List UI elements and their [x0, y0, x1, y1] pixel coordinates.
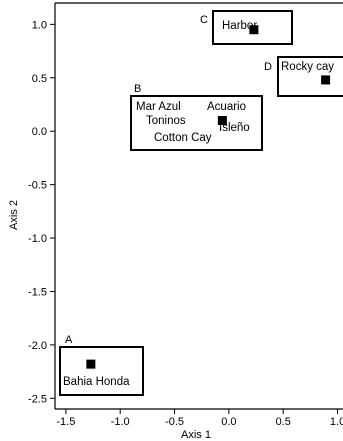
- x-tick-label: -1.0: [111, 416, 130, 428]
- axes: -2.5 -2.0 -1.5 -1.0 -0.5 0.0 0.5 1.0 -1.5 -1.0 -0.…: [28, 2, 343, 428]
- x-axis-title: Axis 1: [181, 429, 211, 441]
- x-tick-label: 0.0: [221, 416, 236, 428]
- data-point-d: [321, 75, 331, 85]
- y-tick-label: -1.5: [28, 286, 47, 298]
- x-tick-label: -0.5: [165, 416, 184, 428]
- data-point-a: [86, 359, 96, 369]
- site-label-bahia-honda: Bahia Honda: [63, 376, 130, 388]
- x-tick-label: -1.5: [56, 416, 75, 428]
- y-tick-label: -2.0: [28, 340, 47, 352]
- y-tick-label: 0.0: [32, 126, 47, 138]
- data-point-c: [249, 25, 259, 35]
- group-box-d: D Rocky cay: [264, 56, 343, 97]
- site-label-harbor: Harbor: [222, 20, 257, 32]
- site-label-mar-azul: Mar Azul: [136, 101, 181, 113]
- group-label-a: A: [65, 334, 73, 346]
- group-box-b: B Mar Azul Acuario Toninos Isleño Cotton…: [130, 83, 263, 151]
- site-label-toninos: Toninos: [146, 115, 186, 127]
- group-box-a: A Bahia Honda: [59, 334, 144, 396]
- plot-marks: [86, 25, 331, 369]
- site-label-cotton-cay: Cotton Cay: [154, 132, 212, 144]
- group-label-c: C: [200, 14, 208, 26]
- y-tick-label: -2.5: [28, 393, 47, 405]
- site-label-rocky-cay: Rocky cay: [281, 61, 334, 73]
- group-label-d: D: [264, 61, 272, 73]
- site-label-isleno: Isleño: [219, 122, 250, 134]
- x-tick-label: 1.0: [330, 416, 343, 428]
- data-point-b: [217, 116, 227, 126]
- y-tick-label: 0.5: [32, 73, 47, 85]
- y-tick-label: 1.0: [32, 19, 47, 31]
- y-tick-label: -0.5: [28, 180, 47, 192]
- y-tick-label: -1.0: [28, 233, 47, 245]
- group-label-b: B: [134, 83, 141, 95]
- y-axis-title: Axis 2: [8, 200, 20, 230]
- x-tick-label: 0.5: [276, 416, 291, 428]
- group-box-c: C Harbor: [200, 10, 293, 45]
- site-label-acuario: Acuario: [207, 101, 246, 113]
